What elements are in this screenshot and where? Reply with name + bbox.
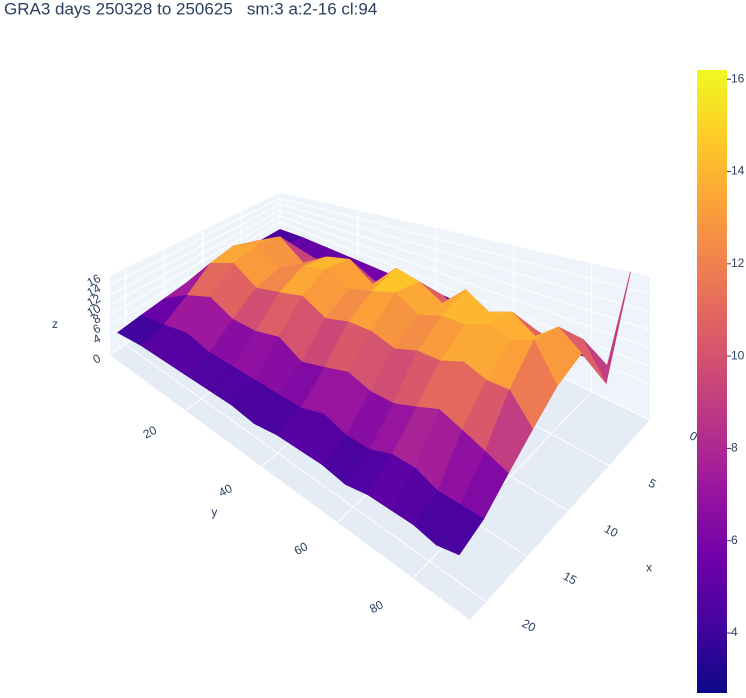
grid-line <box>109 191 281 276</box>
colorbar-tick-label: 14 <box>731 164 745 178</box>
grid-line <box>109 215 281 316</box>
y-tick-label: 20 <box>141 423 160 442</box>
grid-line <box>109 203 281 296</box>
x-axis-title: x <box>646 560 652 574</box>
z-tick-label: 0 <box>90 351 103 367</box>
y-tick-label: 60 <box>292 539 311 558</box>
z-tick-label: 12 <box>85 291 104 310</box>
grid-line <box>279 191 651 277</box>
grid-line <box>125 344 487 603</box>
z-tick-label: 16 <box>85 271 104 290</box>
y-tick-label: 80 <box>367 597 386 616</box>
grid-line <box>109 197 281 286</box>
chart-title: GRA3 days 250328 to 250625 sm:3 a:2-16 c… <box>4 0 377 18</box>
colorbar <box>697 70 727 693</box>
x-tick-label: 15 <box>561 569 580 588</box>
colorbar-tick-label: 4 <box>731 625 738 639</box>
y-tick-label: 40 <box>216 481 235 500</box>
colorbar-tick-label: 12 <box>731 256 745 270</box>
grid-line <box>279 209 651 331</box>
grid-line <box>279 197 651 295</box>
grid-line <box>109 221 281 326</box>
z-tick-label: 14 <box>85 281 104 300</box>
y-axis-title: y <box>211 505 217 519</box>
grid-line <box>279 215 651 349</box>
grid-line <box>109 209 281 306</box>
colorbar-tick-label: 16 <box>731 71 745 85</box>
x-tick-label: 20 <box>520 616 539 635</box>
z-axis-title: z <box>52 317 58 331</box>
colorbar-tick-label: 6 <box>731 533 738 547</box>
z-tick-label: 10 <box>85 301 104 320</box>
surface-cell <box>435 504 485 556</box>
grid-line <box>279 203 651 313</box>
x-tick-label: 10 <box>602 522 621 541</box>
colorbar-tick-label: 10 <box>731 348 745 362</box>
x-tick-label: 5 <box>646 476 659 492</box>
colorbar-tick-label: 8 <box>731 441 738 455</box>
